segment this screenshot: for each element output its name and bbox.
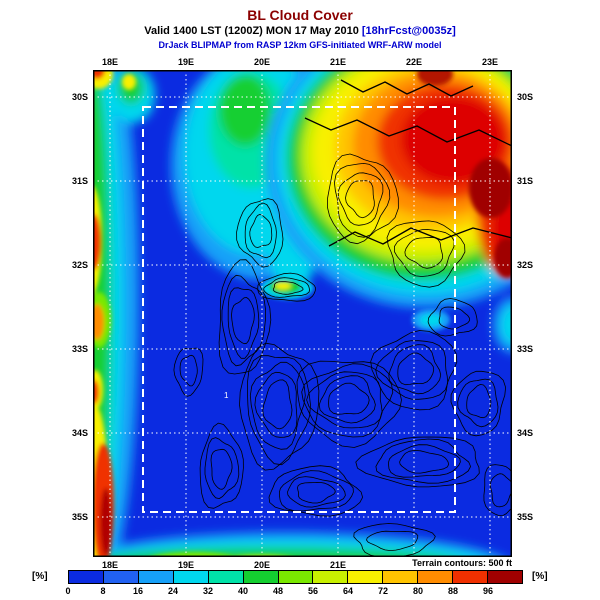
colorbar bbox=[68, 570, 523, 584]
lat-label-right: 34S bbox=[517, 428, 534, 438]
lat-label-left: 31S bbox=[71, 176, 88, 186]
colorbar-tick-label: 72 bbox=[377, 586, 388, 596]
lat-label-left: 35S bbox=[71, 512, 88, 522]
cloud-cover-map: 1 bbox=[93, 70, 512, 557]
colorbar-segment bbox=[243, 571, 279, 583]
colorbar-tick-label: 64 bbox=[342, 586, 354, 596]
lat-label-right: 35S bbox=[517, 512, 534, 522]
lat-lon-grid bbox=[93, 70, 512, 557]
terrain-contours bbox=[173, 79, 512, 557]
lat-label-right: 32S bbox=[517, 260, 534, 270]
colorbar-tick-label: 32 bbox=[202, 586, 214, 596]
lon-label-bottom: 18E bbox=[101, 560, 119, 570]
colorbar-segment bbox=[278, 571, 314, 583]
lat-label-left: 33S bbox=[71, 344, 88, 354]
lat-label-left: 30S bbox=[71, 92, 88, 102]
colorbar-tick-label: 56 bbox=[307, 586, 319, 596]
colorbar-segment bbox=[383, 571, 419, 583]
map-marker: 1 bbox=[224, 391, 229, 400]
lon-label-top: 22E bbox=[405, 57, 423, 67]
lat-label-left: 32S bbox=[71, 260, 88, 270]
colorbar-unit-right: [%] bbox=[532, 571, 548, 582]
colorbar-segment bbox=[69, 571, 104, 583]
colorbar-labels: 0 8 16 24 32 40 48 56 64 72 80 88 96 bbox=[65, 586, 523, 597]
rasp-domain-box bbox=[142, 106, 456, 513]
colorbar-tick-label: 16 bbox=[132, 586, 144, 596]
colorbar-tick-label: 0 bbox=[65, 586, 71, 596]
lon-label-bottom: 19E bbox=[177, 560, 195, 570]
model-info-line: DrJack BLIPMAP from RASP 12km GFS-initia… bbox=[158, 40, 442, 50]
colorbar-tick-label: 48 bbox=[272, 586, 284, 596]
lon-label-top: 21E bbox=[329, 57, 347, 67]
colorbar-tick-label: 40 bbox=[237, 586, 249, 596]
colorbar-unit-left: [%] bbox=[32, 571, 48, 582]
lat-label-right: 31S bbox=[517, 176, 534, 186]
colorbar-segment bbox=[138, 571, 174, 583]
lon-label-bottom: 20E bbox=[253, 560, 271, 570]
chart-title: BL Cloud Cover bbox=[247, 7, 353, 23]
colorbar-tick-label: 24 bbox=[167, 586, 179, 596]
colorbar-segment bbox=[173, 571, 209, 583]
colorbar-segment bbox=[103, 571, 139, 583]
lat-label-right: 33S bbox=[517, 344, 534, 354]
terrain-contour-note: Terrain contours: 500 ft bbox=[412, 558, 512, 568]
lat-label-left: 34S bbox=[71, 428, 88, 438]
valid-time-text: Valid 1400 LST (1200Z) MON 17 May 2010 bbox=[144, 25, 362, 37]
lon-label-top: 19E bbox=[177, 57, 195, 67]
lon-label-top: 23E bbox=[481, 57, 499, 67]
colorbar-segment bbox=[313, 571, 349, 583]
lon-label-top: 18E bbox=[101, 57, 119, 67]
map-area: 1 18E 19E 20E 21E 22E 23E 18E 19E 20E 21E 30S 30S 31… bbox=[72, 57, 533, 570]
colorbar-segment bbox=[208, 571, 244, 583]
colorbar-segment bbox=[348, 571, 384, 583]
valid-time-line: Valid 1400 LST (1200Z) MON 17 May 2010 [… bbox=[0, 25, 600, 37]
lat-label-right: 30S bbox=[517, 92, 534, 102]
colorbar-tick-label: 88 bbox=[447, 586, 459, 596]
lon-label-bottom: 21E bbox=[329, 560, 347, 570]
map-frame bbox=[93, 70, 512, 557]
forecast-tag: [18hrFcst@0035z] bbox=[361, 25, 456, 37]
lon-label-top: 20E bbox=[253, 57, 271, 67]
colorbar-segment bbox=[488, 571, 522, 583]
colorbar-segment bbox=[453, 571, 489, 583]
colorbar-tick-label: 8 bbox=[100, 586, 106, 596]
colorbar-tick-label: 80 bbox=[412, 586, 424, 596]
colorbar-tick-label: 96 bbox=[482, 586, 494, 596]
colorbar-segment bbox=[418, 571, 454, 583]
